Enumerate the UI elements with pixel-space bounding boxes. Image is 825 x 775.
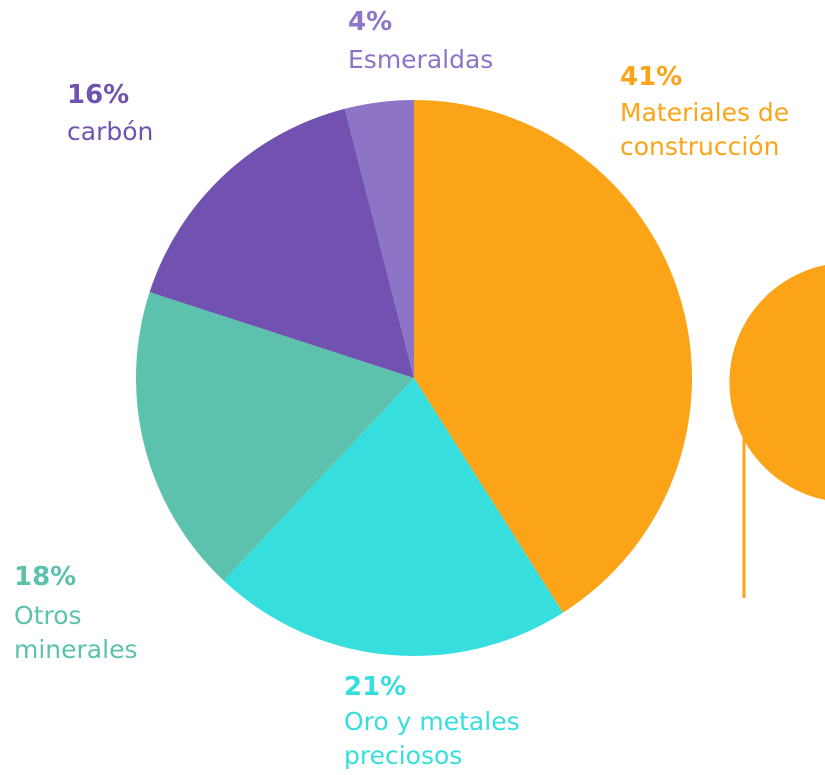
label-pct-otros: 18% — [14, 562, 77, 592]
label-name-carbon: carbón — [67, 117, 154, 146]
pie-slices — [136, 100, 692, 656]
label-name-oro: Oro y metales preciosos — [344, 707, 520, 770]
pie-slice-materiales-de-construcción — [414, 100, 692, 613]
label-pct-esmeraldas: 4% — [348, 7, 393, 37]
partial-orange-circle — [729, 265, 825, 500]
label-pct-oro: 21% — [344, 672, 407, 702]
pie-slice-otros-minerales — [136, 292, 415, 581]
label-name-materiales: Materiales de construcción — [620, 98, 790, 161]
label-name-otros: Otros minerales — [14, 601, 138, 664]
pie-slice-carbón — [149, 108, 414, 378]
pie-slice-esmeraldas — [344, 100, 414, 378]
pie-slice-oro-y-metales-preciosos — [223, 378, 563, 656]
label-pct-carbon: 16% — [67, 80, 130, 110]
label-pct-materiales: 41% — [620, 62, 683, 92]
label-name-esmeraldas: Esmeraldas — [348, 45, 494, 74]
